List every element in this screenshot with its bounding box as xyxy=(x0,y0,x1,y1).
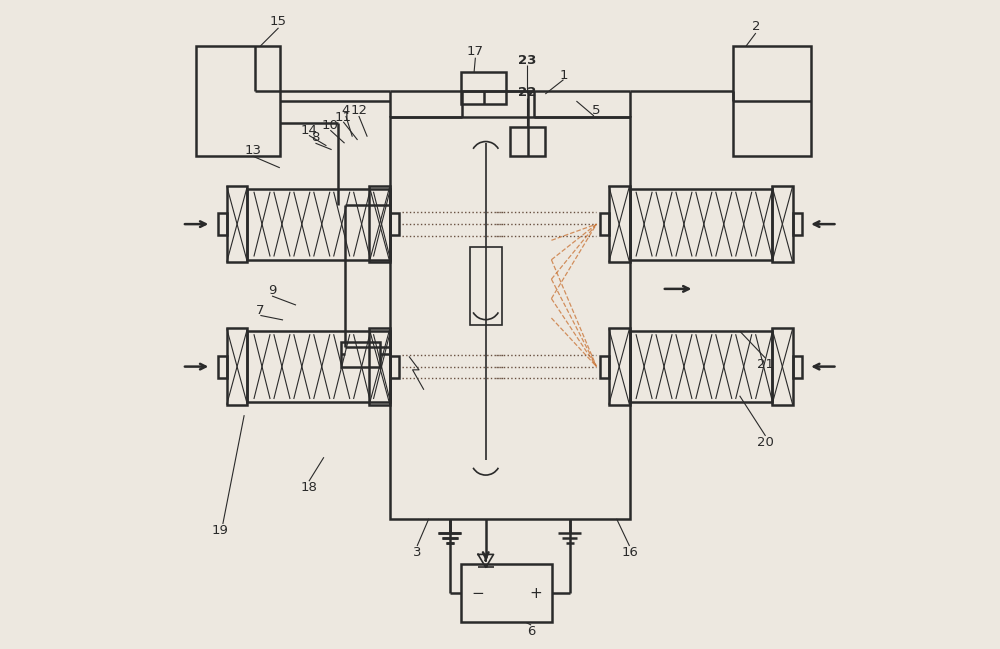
Bar xyxy=(227,186,247,262)
Bar xyxy=(600,356,609,378)
Text: +: + xyxy=(529,586,542,601)
Bar xyxy=(461,72,506,104)
Bar xyxy=(630,188,772,260)
Text: 2: 2 xyxy=(752,20,760,33)
Bar xyxy=(793,356,802,378)
Bar xyxy=(390,117,630,519)
Bar xyxy=(793,213,802,235)
Text: 16: 16 xyxy=(621,546,638,559)
Text: 18: 18 xyxy=(301,481,317,494)
Bar xyxy=(390,356,399,378)
Bar xyxy=(772,186,793,262)
Text: 6: 6 xyxy=(527,625,535,638)
Bar xyxy=(247,331,390,402)
Text: 19: 19 xyxy=(212,524,229,537)
Bar xyxy=(390,213,399,235)
Bar xyxy=(227,328,247,405)
Text: 22: 22 xyxy=(518,86,536,99)
Bar xyxy=(341,342,380,367)
Text: 4: 4 xyxy=(342,104,350,117)
Text: 7: 7 xyxy=(256,304,265,317)
Bar xyxy=(461,564,552,622)
Text: 17: 17 xyxy=(467,45,484,58)
Bar xyxy=(218,356,227,378)
Text: 1: 1 xyxy=(559,69,568,82)
Text: 10: 10 xyxy=(322,119,339,132)
Bar xyxy=(510,127,545,156)
Text: 23: 23 xyxy=(518,54,536,67)
Bar xyxy=(600,213,609,235)
Bar xyxy=(369,328,390,405)
Text: 15: 15 xyxy=(270,15,287,28)
Text: 9: 9 xyxy=(268,284,276,297)
Bar xyxy=(630,331,772,402)
Text: 3: 3 xyxy=(413,546,421,559)
Bar xyxy=(772,328,793,405)
Text: 21: 21 xyxy=(757,358,774,371)
Bar xyxy=(609,186,630,262)
Bar xyxy=(196,46,280,156)
Text: 13: 13 xyxy=(244,145,261,158)
Bar xyxy=(247,188,390,260)
Bar xyxy=(470,247,502,324)
Text: 14: 14 xyxy=(301,124,317,137)
Bar xyxy=(218,213,227,235)
Text: 12: 12 xyxy=(350,104,367,117)
Bar xyxy=(609,328,630,405)
Text: 11: 11 xyxy=(335,111,352,124)
Text: 5: 5 xyxy=(592,104,600,117)
Text: −: − xyxy=(471,586,484,601)
Text: 20: 20 xyxy=(757,436,774,449)
Text: 8: 8 xyxy=(311,132,320,145)
Bar xyxy=(733,46,811,156)
Bar xyxy=(369,186,390,262)
